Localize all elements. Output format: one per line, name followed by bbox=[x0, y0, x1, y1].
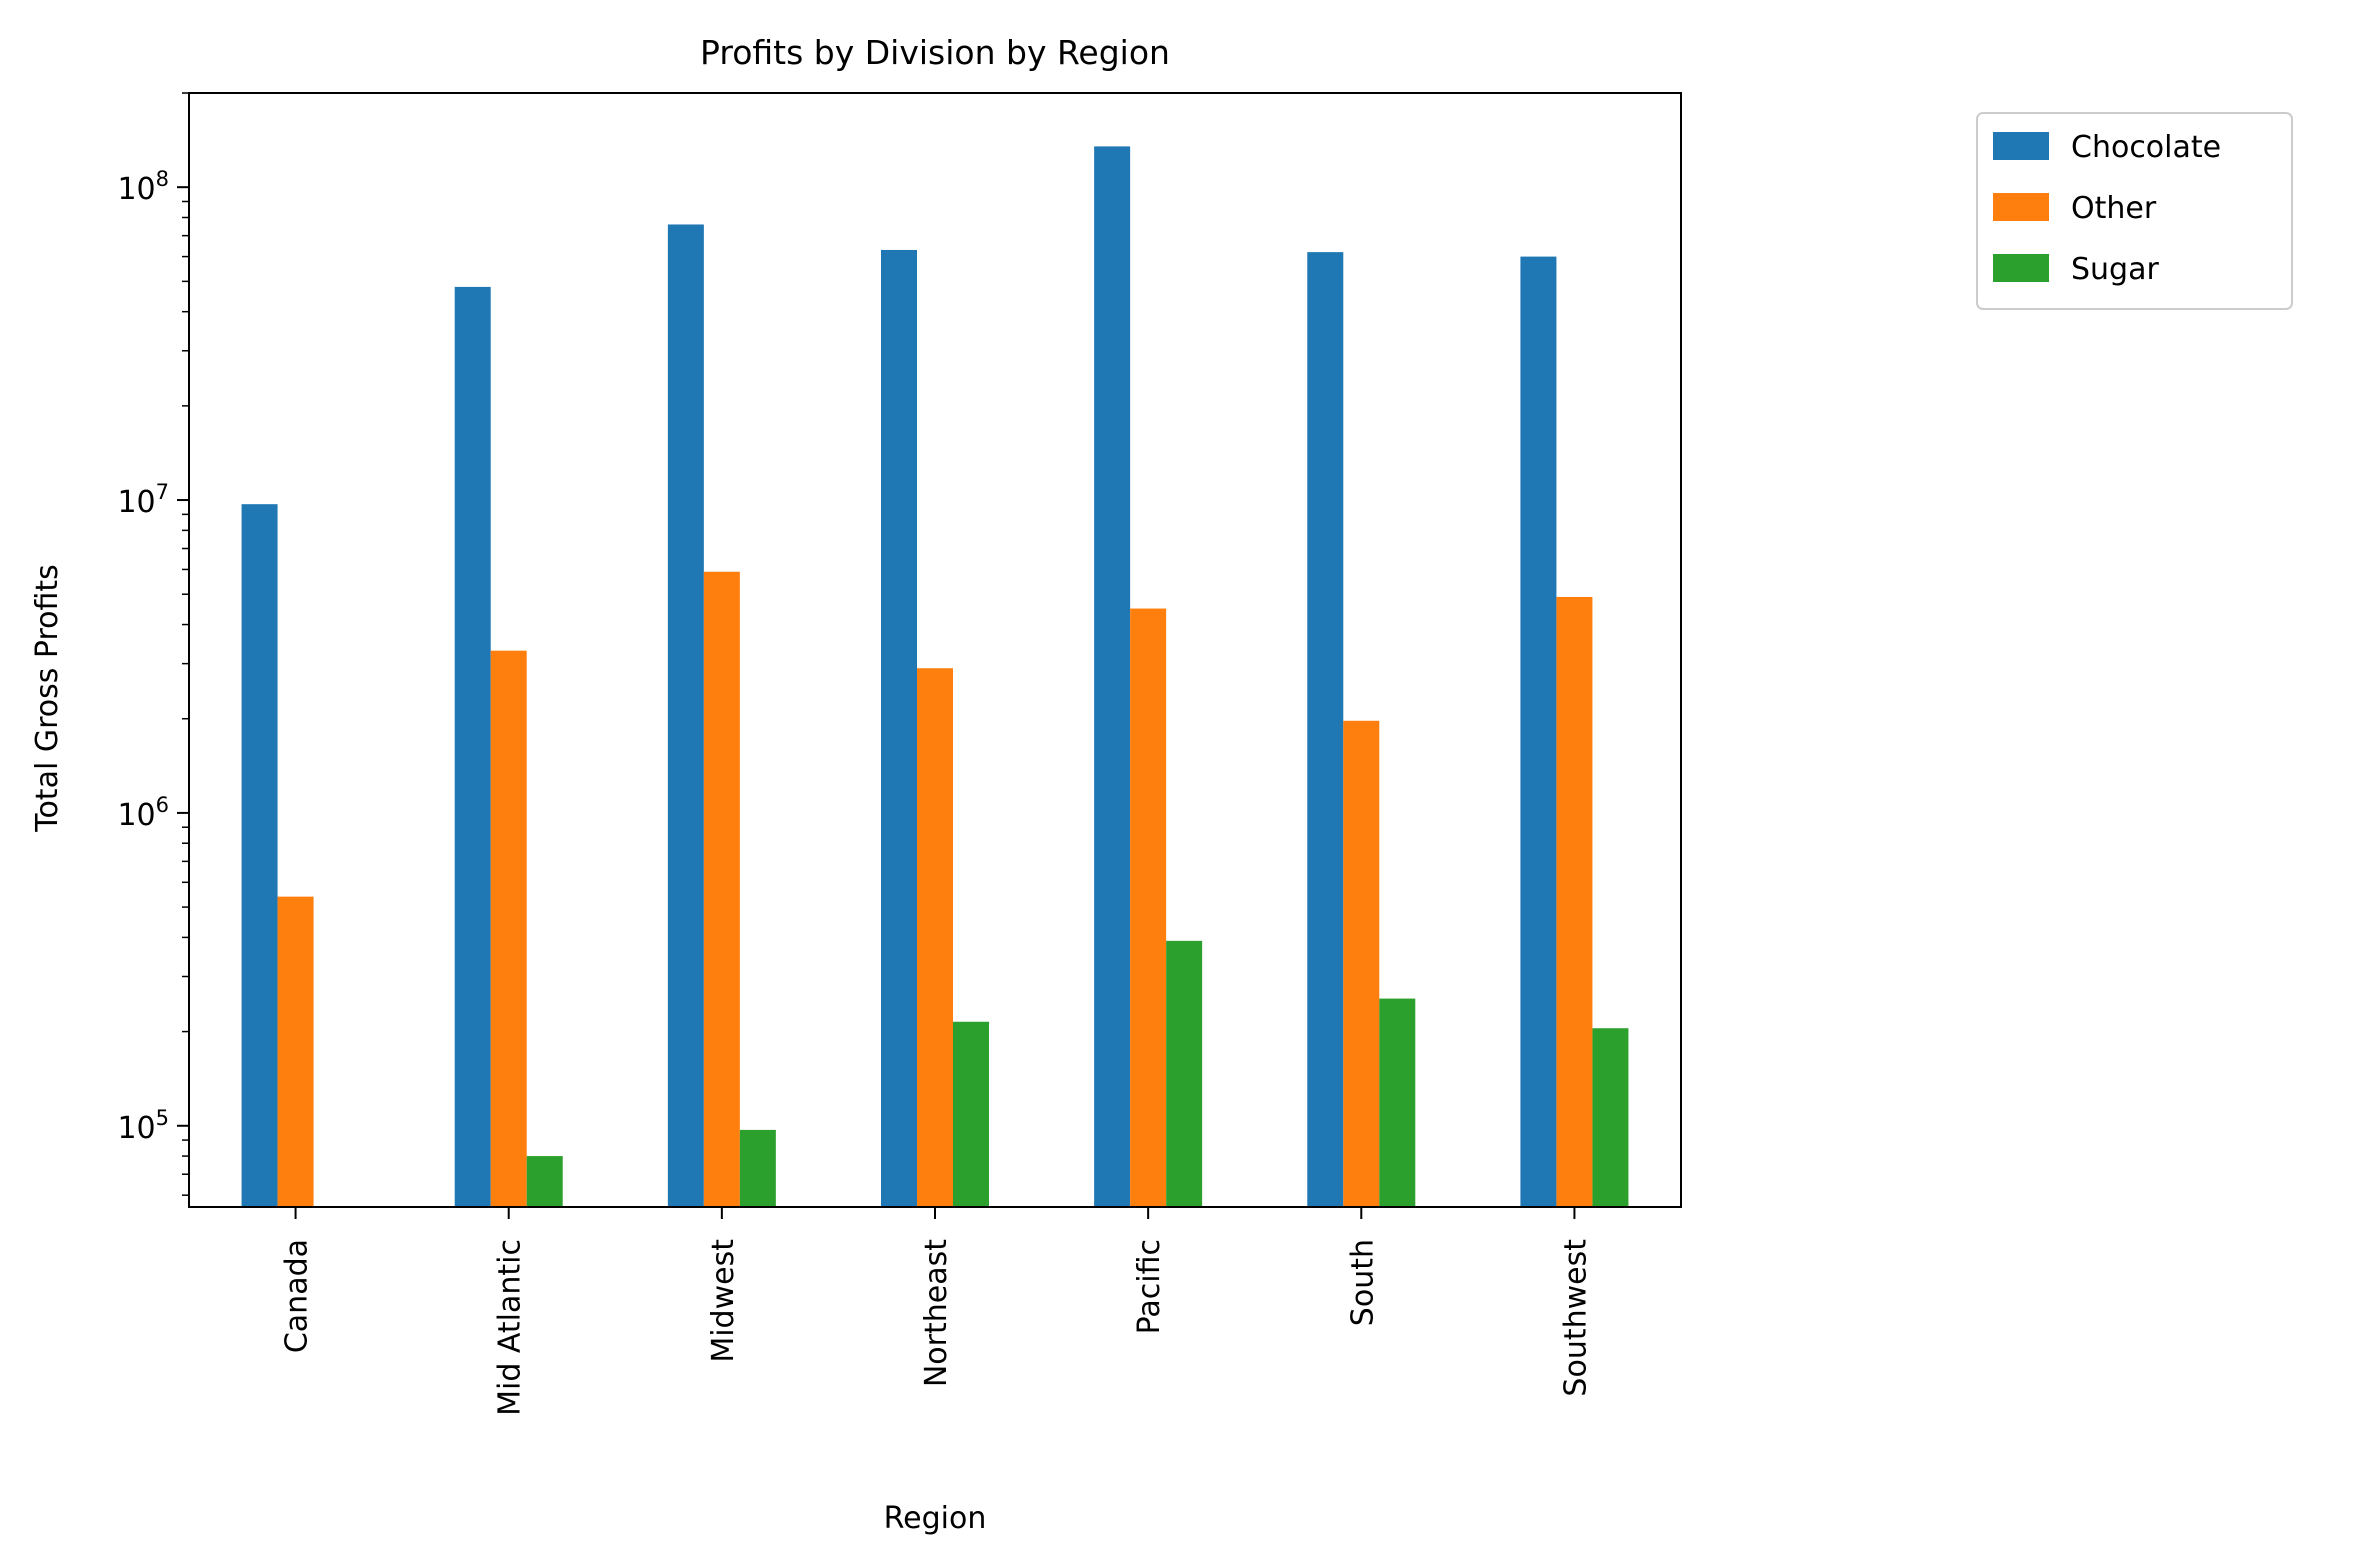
legend: Chocolate Other Sugar bbox=[1976, 112, 2293, 310]
legend-label-other: Other bbox=[2071, 191, 2157, 226]
bar-sugar-northeast bbox=[953, 1021, 989, 1207]
y-tick-label-exponent: 8 bbox=[156, 167, 169, 191]
y-tick-label-exponent: 5 bbox=[156, 1106, 169, 1130]
x-tick-label: Southwest bbox=[1558, 1239, 1593, 1397]
y-tick-label-base: 10 bbox=[117, 1111, 155, 1146]
y-tick-label-base: 10 bbox=[117, 172, 155, 207]
legend-label-sugar: Sugar bbox=[2071, 252, 2159, 287]
y-axis-label: Total Gross Profits bbox=[30, 564, 65, 833]
bar-chocolate-canada bbox=[241, 504, 278, 1208]
bar-sugar-southwest bbox=[1592, 1028, 1629, 1207]
chart-title: Profits by Division by Region bbox=[700, 33, 1170, 72]
x-tick-label: South bbox=[1345, 1239, 1380, 1326]
y-minor-ticks bbox=[182, 92, 189, 1196]
bar-chocolate-southwest bbox=[1520, 256, 1557, 1208]
bar-sugar-midwest bbox=[739, 1129, 776, 1207]
bar-chocolate-pacific bbox=[1094, 146, 1131, 1207]
x-axis-label: Region bbox=[884, 1501, 987, 1536]
bar-other-canada bbox=[277, 896, 314, 1207]
bar-chocolate-south bbox=[1307, 252, 1344, 1207]
legend-swatch-sugar bbox=[1993, 254, 2049, 282]
y-tick-label-exponent: 7 bbox=[156, 480, 169, 504]
bar-other-mid-atlantic bbox=[490, 650, 527, 1207]
x-tick-label: Mid Atlantic bbox=[493, 1239, 528, 1416]
legend-swatch-chocolate bbox=[1993, 132, 2049, 160]
legend-swatch-other bbox=[1993, 193, 2049, 221]
bar-sugar-south bbox=[1379, 998, 1416, 1207]
bar-chocolate-mid-atlantic bbox=[454, 286, 491, 1207]
bar-chocolate-midwest bbox=[667, 224, 704, 1208]
bar-sugar-pacific bbox=[1166, 940, 1203, 1207]
x-tick-label: Northeast bbox=[919, 1239, 954, 1387]
x-tick-label: Canada bbox=[280, 1239, 315, 1353]
legend-box bbox=[1976, 112, 2293, 310]
bar-other-pacific bbox=[1130, 608, 1167, 1207]
bar-other-midwest bbox=[703, 571, 740, 1207]
legend-label-chocolate: Chocolate bbox=[2071, 130, 2221, 165]
bar-chocolate-northeast bbox=[881, 249, 917, 1208]
bar-other-northeast bbox=[917, 668, 953, 1207]
y-tick-label-exponent: 6 bbox=[156, 793, 169, 817]
y-tick-label: 106 bbox=[117, 793, 169, 833]
y-tick-label: 107 bbox=[117, 480, 169, 520]
y-tick-label-base: 10 bbox=[117, 485, 155, 520]
y-tick-label: 108 bbox=[117, 167, 169, 207]
x-tick-label: Midwest bbox=[706, 1239, 741, 1363]
bar-other-southwest bbox=[1556, 596, 1593, 1207]
x-tick-label: Pacific bbox=[1132, 1239, 1167, 1334]
bar-sugar-mid-atlantic bbox=[526, 1156, 563, 1207]
bar-other-south bbox=[1343, 720, 1380, 1207]
y-tick-label: 105 bbox=[117, 1106, 169, 1146]
y-tick-label-base: 10 bbox=[117, 798, 155, 833]
